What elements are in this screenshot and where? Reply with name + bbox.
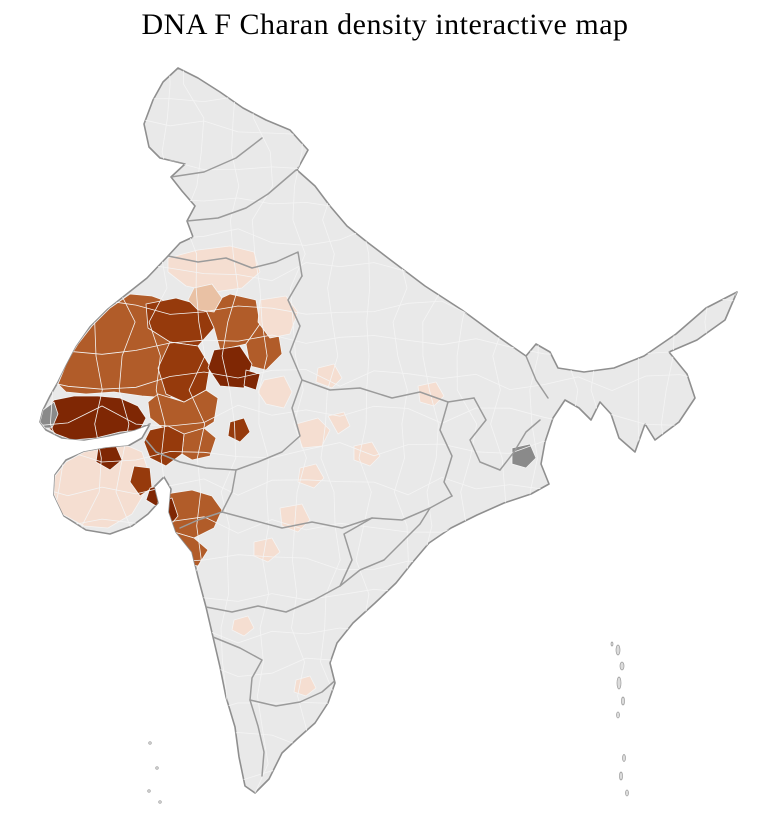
district-boundary-line <box>216 68 240 793</box>
island[interactable] <box>616 711 620 719</box>
andaman-nicobar-islands[interactable] <box>610 641 629 797</box>
island[interactable] <box>610 641 614 647</box>
district-boundary-line <box>40 620 737 644</box>
state-border-line <box>186 169 297 222</box>
density-regions <box>40 245 537 697</box>
island[interactable] <box>622 754 626 762</box>
district-boundary-line <box>40 117 737 139</box>
district-boundary-line <box>726 68 737 793</box>
state-border-line <box>469 397 501 471</box>
district-boundary-line <box>40 766 737 787</box>
district-boundary-line <box>290 68 308 793</box>
district-boundary-line <box>693 68 715 793</box>
state-border-line <box>221 469 237 513</box>
state-border-line <box>145 439 237 471</box>
district-region[interactable] <box>257 375 293 409</box>
district-boundary-line <box>40 225 737 247</box>
state-border-line <box>221 495 453 529</box>
district-region[interactable] <box>293 675 317 697</box>
state-border-line <box>167 251 303 277</box>
district-region[interactable] <box>315 363 343 389</box>
district-boundary-line <box>40 80 737 103</box>
state-border-line <box>339 517 373 587</box>
state-border-line <box>525 355 549 399</box>
island[interactable] <box>616 676 622 690</box>
district-boundary-line <box>251 68 274 793</box>
state-border-line <box>499 419 541 471</box>
island[interactable] <box>619 661 625 671</box>
district-region[interactable] <box>40 401 59 429</box>
district-region[interactable] <box>327 411 351 435</box>
district-region[interactable] <box>243 369 261 391</box>
district-boundary-line <box>40 154 737 176</box>
district-region[interactable] <box>129 465 153 497</box>
state-border-line <box>249 677 339 707</box>
state-border-line <box>439 401 453 497</box>
district-region[interactable] <box>231 615 255 637</box>
island[interactable] <box>148 741 152 745</box>
district-boundary-line <box>40 190 737 209</box>
island[interactable] <box>625 789 629 797</box>
district-boundary-line <box>40 657 737 680</box>
district-region[interactable] <box>353 441 381 467</box>
state-border-line <box>205 539 405 613</box>
lakshadweep-islands[interactable] <box>147 741 162 804</box>
island[interactable] <box>621 696 625 706</box>
state-border-line <box>170 137 263 178</box>
district-boundary-line <box>557 68 579 793</box>
district-region[interactable] <box>417 381 445 407</box>
district-region[interactable] <box>43 395 147 441</box>
island[interactable] <box>615 644 621 656</box>
district-region[interactable] <box>227 417 251 443</box>
state-border-line <box>249 699 265 777</box>
island[interactable] <box>147 789 151 793</box>
state-border-line <box>179 511 223 529</box>
state-border-line <box>235 275 303 471</box>
district-region[interactable] <box>157 341 211 403</box>
district-region[interactable] <box>511 443 537 469</box>
page-title: DNA F Charan density interactive map <box>141 8 629 41</box>
island[interactable] <box>155 766 159 770</box>
district-boundary-line <box>40 369 737 392</box>
district-boundary-line <box>40 404 737 427</box>
island[interactable] <box>158 800 162 804</box>
state-border-line <box>212 636 263 701</box>
state-border-line <box>403 507 431 541</box>
island[interactable] <box>619 771 623 781</box>
district-region[interactable] <box>167 547 189 573</box>
india-outline[interactable] <box>39 67 738 794</box>
state-borders <box>145 137 549 777</box>
district-region[interactable] <box>257 295 299 339</box>
district-boundary-line <box>590 68 614 793</box>
district-boundary-line <box>40 728 737 751</box>
district-boundary-line <box>40 694 737 715</box>
